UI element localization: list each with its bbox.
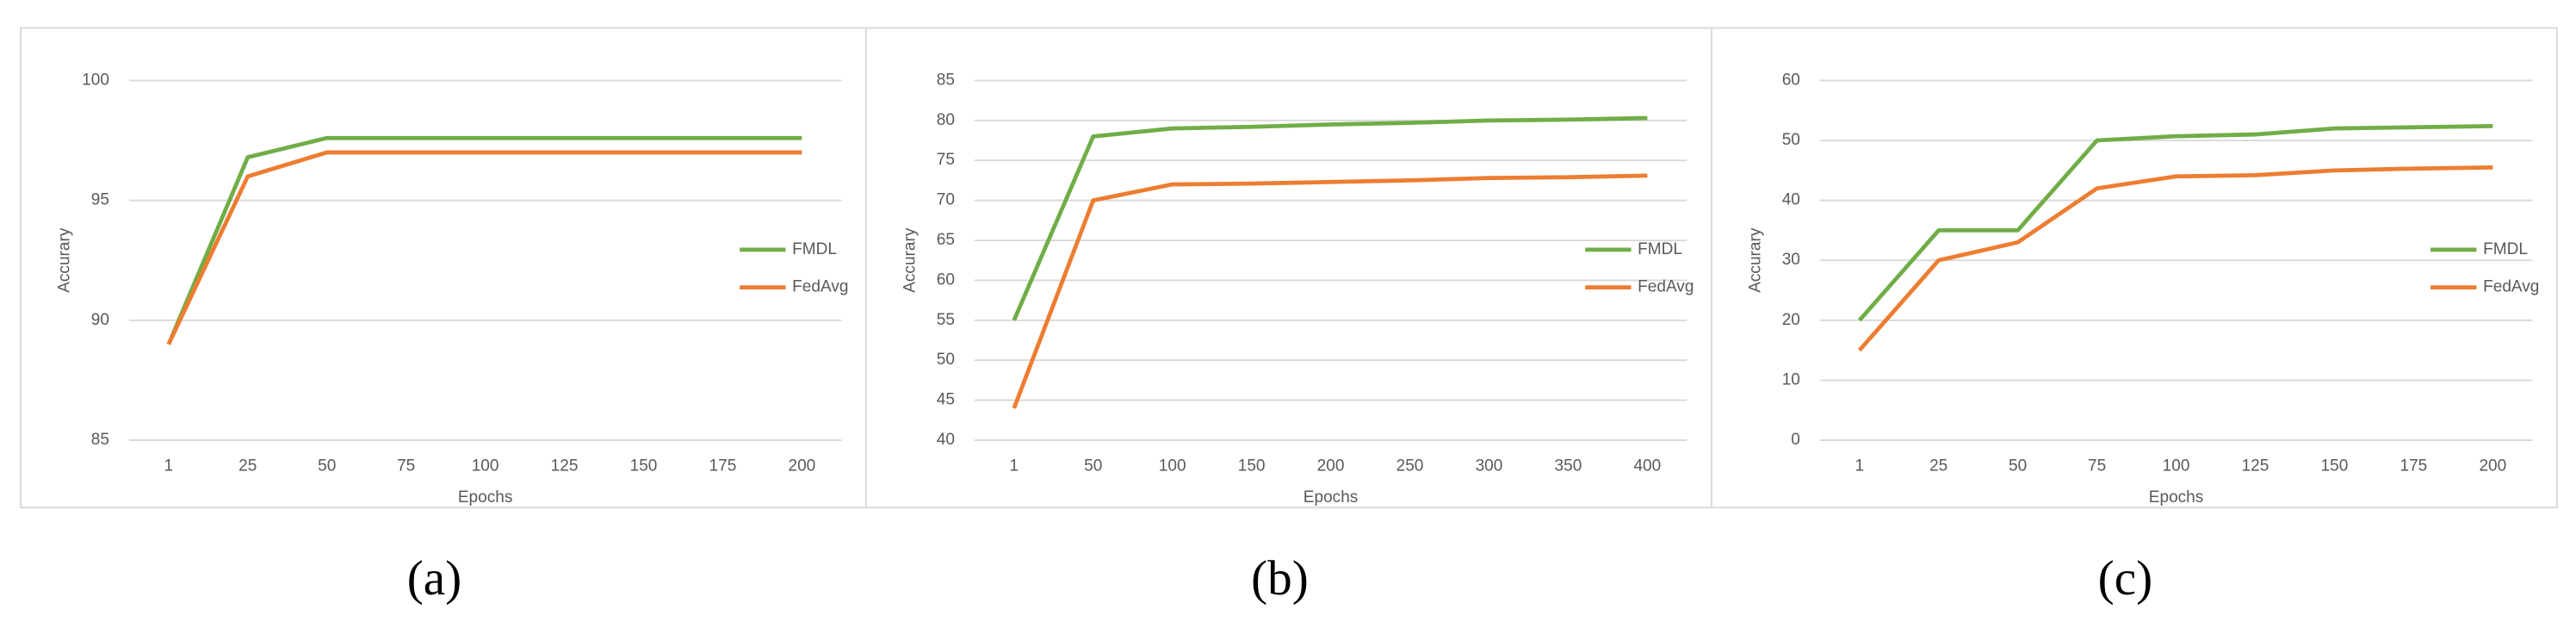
y-tick-label: 65 — [937, 231, 955, 249]
x-tick-label: 50 — [1084, 457, 1102, 476]
y-tick-label: 0 — [1791, 431, 1800, 449]
y-axis-label: Accurary — [1746, 227, 1764, 293]
x-tick-label: 1 — [164, 457, 174, 476]
series-line — [166, 135, 802, 345]
y-tick-label: 30 — [1782, 251, 1800, 269]
x-tick-label: 200 — [789, 457, 816, 476]
y-tick-label: 85 — [937, 71, 955, 89]
x-tick-label: 75 — [2088, 457, 2106, 476]
x-tick-label: 150 — [1238, 457, 1266, 476]
y-tick-label: 55 — [937, 311, 955, 329]
x-tick-label: 100 — [472, 457, 499, 476]
legend-label: FedAvg — [2483, 278, 2539, 296]
caption: (b) — [1251, 551, 1309, 606]
caption: (c) — [2098, 551, 2152, 606]
x-tick-label: 25 — [1929, 457, 1947, 476]
legend-label: FedAvg — [1638, 278, 1694, 296]
legend-label: FedAvg — [792, 278, 848, 296]
panel-border — [1710, 27, 2558, 509]
x-tick-label: 1 — [1009, 457, 1019, 476]
x-tick-label: 50 — [2009, 457, 2027, 476]
y-tick-label: 100 — [82, 71, 109, 89]
x-tick-label: 125 — [551, 457, 579, 476]
x-tick-label: 400 — [1633, 457, 1661, 476]
series-line — [166, 150, 802, 345]
x-tick-label: 200 — [2479, 457, 2506, 476]
series-line — [1012, 173, 1648, 409]
y-tick-label: 80 — [937, 111, 955, 129]
legend-label: FMDL — [1638, 240, 1682, 258]
x-tick-label: 150 — [630, 457, 658, 476]
x-tick-label: 300 — [1476, 457, 1503, 476]
panel-border — [20, 27, 867, 509]
y-tick-label: 75 — [937, 151, 955, 169]
y-axis-label: Accurary — [901, 227, 919, 293]
y-tick-label: 70 — [937, 191, 955, 209]
x-tick-label: 100 — [2163, 457, 2190, 476]
y-tick-label: 90 — [91, 311, 109, 329]
x-tick-label: 200 — [1317, 457, 1345, 476]
x-tick-label: 150 — [2321, 457, 2349, 476]
y-tick-label: 95 — [91, 191, 109, 209]
y-tick-label: 10 — [1782, 370, 1800, 388]
x-tick-label: 175 — [2400, 457, 2427, 476]
y-tick-label: 45 — [937, 391, 955, 409]
x-tick-label: 125 — [2242, 457, 2269, 476]
y-tick-label: 20 — [1782, 311, 1800, 329]
x-axis-label: Epochs — [1303, 488, 1359, 507]
x-tick-label: 350 — [1555, 457, 1582, 476]
y-tick-label: 50 — [937, 351, 955, 369]
panel-border — [865, 27, 1712, 509]
y-tick-label: 50 — [1782, 131, 1800, 149]
series-line — [1012, 115, 1648, 321]
y-tick-label: 60 — [1782, 71, 1800, 89]
x-tick-label: 175 — [709, 457, 737, 476]
x-tick-label: 100 — [1159, 457, 1186, 476]
x-tick-label: 50 — [318, 457, 336, 476]
x-axis-label: Epochs — [2149, 488, 2204, 507]
y-axis-label: Accurary — [56, 227, 74, 293]
x-tick-label: 250 — [1396, 457, 1424, 476]
y-tick-label: 40 — [937, 431, 955, 449]
series-line — [1857, 165, 2493, 352]
series-line — [1857, 123, 2493, 322]
x-tick-label: 25 — [238, 457, 257, 476]
x-tick-label: 1 — [1855, 457, 1864, 476]
x-axis-label: Epochs — [458, 488, 513, 507]
caption: (a) — [407, 551, 461, 606]
legend-label: FMDL — [2483, 240, 2528, 258]
x-tick-label: 75 — [397, 457, 415, 476]
y-tick-label: 40 — [1782, 191, 1800, 209]
legend-label: FMDL — [792, 240, 837, 258]
y-tick-label: 60 — [937, 270, 955, 289]
y-tick-label: 85 — [91, 431, 109, 449]
